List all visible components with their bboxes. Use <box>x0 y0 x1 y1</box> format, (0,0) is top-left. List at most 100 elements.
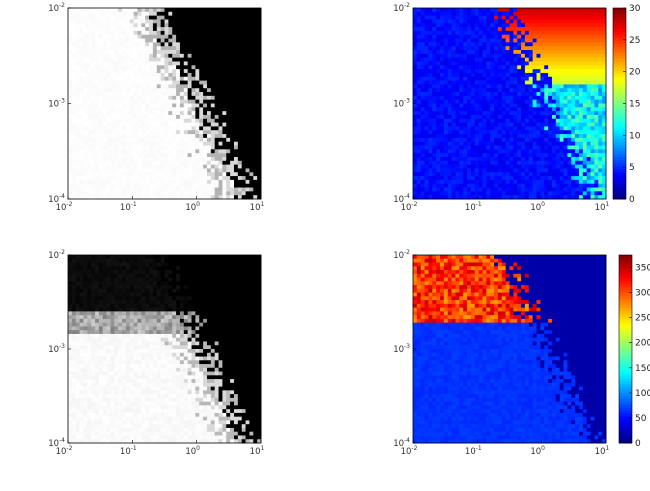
heatmap-cell <box>230 57 235 62</box>
heatmap-cell <box>436 65 441 70</box>
heatmap-cell <box>183 23 189 28</box>
heatmap-cell <box>536 69 541 74</box>
heatmap-cell <box>241 172 247 177</box>
heatmap-cell <box>145 27 150 32</box>
heatmap-cell <box>237 134 243 139</box>
heatmap-cell <box>245 172 250 177</box>
heatmap-cell <box>230 103 235 108</box>
heatmap-cell <box>233 19 239 24</box>
heatmap-cell <box>459 107 464 112</box>
heatmap-cell <box>226 69 231 74</box>
heatmap-cell <box>203 46 208 51</box>
heatmap-cell <box>586 160 592 166</box>
heatmap-cell <box>203 187 208 192</box>
heatmap-cell <box>467 23 472 28</box>
heatmap-cell <box>440 65 445 70</box>
heatmap-cell <box>532 122 538 127</box>
heatmap-cell <box>548 15 553 20</box>
heatmap-cell <box>214 149 220 154</box>
heatmap-cell <box>551 38 557 43</box>
heatmap-cell <box>517 176 522 181</box>
heatmap-cell <box>528 50 534 55</box>
heatmap-cell <box>75 95 81 101</box>
heatmap-cell <box>226 61 231 66</box>
heatmap-cell <box>152 53 158 59</box>
heatmap-cell <box>478 42 483 47</box>
heatmap-cell <box>582 34 588 40</box>
heatmap-cell <box>494 183 499 189</box>
heatmap-cell <box>524 118 530 124</box>
heatmap-cell <box>106 103 111 108</box>
heatmap-cell <box>75 72 81 78</box>
heatmap-cell <box>168 34 173 40</box>
heatmap-cell <box>199 111 204 116</box>
heatmap-cell <box>214 76 220 82</box>
heatmap-cell <box>532 30 538 36</box>
heatmap-cell <box>524 92 530 97</box>
heatmap-cell <box>191 134 196 139</box>
heatmap-cell <box>544 88 549 93</box>
heatmap-cell <box>156 92 162 97</box>
heatmap-cell <box>68 99 73 104</box>
heatmap-cell <box>586 11 592 17</box>
heatmap-cell <box>602 76 607 82</box>
heatmap-cell <box>424 23 429 28</box>
heatmap-cell <box>125 111 131 116</box>
heatmap-cell <box>195 118 200 124</box>
heatmap-cell <box>203 149 208 154</box>
heatmap-cell <box>602 88 607 93</box>
heatmap-cell <box>575 30 580 36</box>
heatmap-cell <box>152 107 158 112</box>
heatmap-cell <box>598 168 603 173</box>
heatmap-cell <box>509 95 514 101</box>
heatmap-cell <box>237 114 243 120</box>
heatmap-cell <box>152 164 158 169</box>
heatmap-cell <box>249 168 254 173</box>
heatmap-cell <box>578 118 584 124</box>
heatmap-cell <box>436 130 441 135</box>
heatmap-cell <box>451 137 456 143</box>
heatmap-cell <box>176 15 181 20</box>
heatmap-cell <box>214 15 220 20</box>
heatmap-cell <box>160 8 165 13</box>
heatmap-cell <box>517 137 522 143</box>
heatmap-cell <box>528 141 534 147</box>
heatmap-cell <box>555 95 561 101</box>
heatmap-cell <box>505 130 510 135</box>
heatmap-cell <box>230 15 235 20</box>
heatmap-cell <box>249 30 254 36</box>
heatmap-cell <box>582 172 588 177</box>
heatmap-cell <box>187 176 193 181</box>
heatmap-cell <box>536 88 541 93</box>
heatmap-cell <box>141 61 146 66</box>
heatmap-cell <box>455 76 460 82</box>
heatmap-cell <box>447 46 453 51</box>
heatmap-cell <box>540 53 545 59</box>
heatmap-cell <box>83 122 88 127</box>
heatmap-cell <box>172 11 177 17</box>
heatmap-cell <box>413 191 418 196</box>
heatmap-cell <box>413 15 418 20</box>
heatmap-cell <box>203 156 208 162</box>
heatmap-cell <box>249 72 254 78</box>
heatmap-cell <box>210 164 216 169</box>
heatmap-cell <box>257 137 262 143</box>
heatmap-cell <box>451 50 456 55</box>
heatmap-cell <box>164 46 169 51</box>
heatmap-cell <box>199 61 204 66</box>
heatmap-cell <box>203 160 208 166</box>
heatmap-cell <box>509 153 514 158</box>
heatmap-cell <box>102 107 108 112</box>
heatmap-cell <box>210 50 216 55</box>
heatmap-cell <box>594 8 599 13</box>
heatmap-cell <box>199 92 204 97</box>
heatmap-cell <box>183 80 189 85</box>
heatmap-cell <box>559 38 565 43</box>
heatmap-cell <box>125 172 131 177</box>
heatmap-cell <box>509 34 514 40</box>
heatmap-cell <box>505 187 510 192</box>
heatmap-cell <box>478 134 483 139</box>
heatmap-cell <box>214 65 220 70</box>
heatmap-cell <box>463 76 468 82</box>
heatmap-cell <box>110 164 115 169</box>
